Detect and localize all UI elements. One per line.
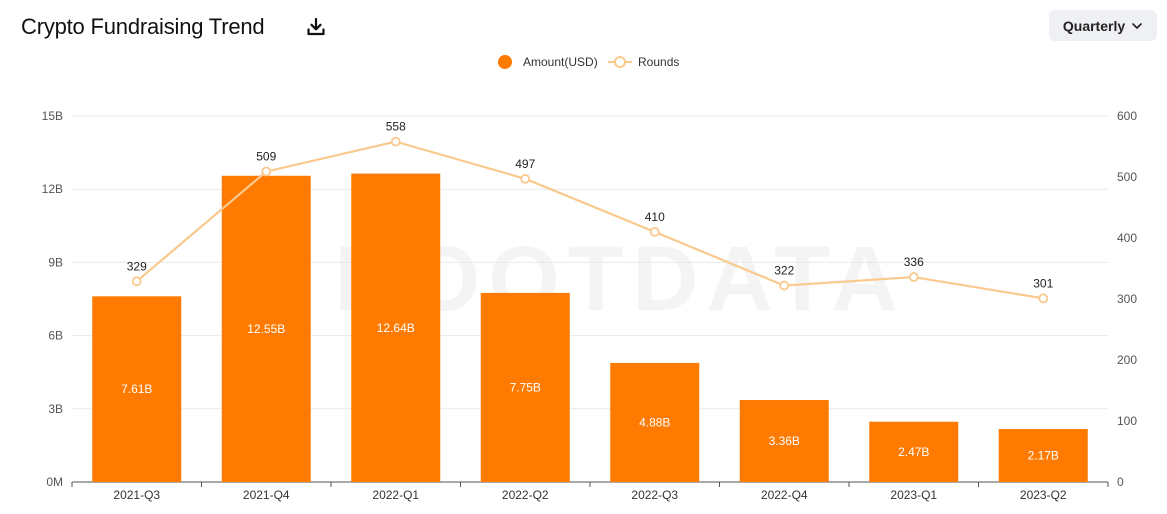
rounds-point-label: 509 (256, 150, 276, 164)
bar-label: 2.17B (1028, 449, 1059, 463)
x-tick-label: 2022-Q2 (502, 488, 549, 502)
chevron-down-icon (1132, 22, 1142, 29)
rounds-point (390, 136, 401, 147)
y-right-tick-label: 100 (1117, 414, 1137, 428)
chart-legend: Amount(USD) Rounds (0, 52, 1167, 72)
x-tick-label: 2022-Q4 (761, 488, 808, 502)
legend-item-amount[interactable]: Amount(USD) (498, 52, 598, 72)
legend-label-rounds: Rounds (638, 55, 680, 69)
rounds-point-label: 336 (904, 255, 924, 269)
bar-label: 2.47B (898, 445, 929, 459)
y-left-tick-label: 9B (48, 255, 63, 269)
bar (998, 429, 1088, 482)
bar-label: 4.88B (639, 415, 670, 429)
rounds-point (131, 276, 142, 287)
period-select-label: Quarterly (1062, 17, 1126, 34)
x-tick-label: 2022-Q1 (372, 488, 419, 502)
y-right-tick-label: 400 (1117, 231, 1137, 245)
rounds-point (1038, 293, 1049, 304)
rounds-line (136, 140, 1044, 300)
chart-title: Crypto Fundraising Trend (21, 14, 265, 39)
bar-label: 7.61B (121, 382, 152, 396)
y-left-tick-label: 6B (48, 329, 63, 343)
y-left-tick-label: 3B (48, 402, 63, 416)
rounds-point-label: 558 (386, 120, 406, 134)
x-tick-label: 2021-Q3 (113, 488, 160, 502)
y-left-tick-label: 0M (46, 475, 63, 489)
y-right-tick-label: 600 (1117, 109, 1137, 123)
x-tick-label: 2023-Q2 (1020, 488, 1067, 502)
legend-line-marker (608, 56, 632, 68)
legend-bar-marker (498, 55, 512, 69)
bar (221, 175, 311, 482)
rounds-point (908, 272, 919, 282)
rounds-point (520, 173, 531, 184)
chart-header: Crypto Fundraising Trend Quarterly (0, 0, 1167, 56)
legend-item-rounds[interactable]: Rounds (608, 52, 679, 72)
rounds-point-label: 410 (645, 210, 665, 224)
y-right-tick-label: 0 (1117, 475, 1124, 489)
y-right-tick-label: 500 (1117, 170, 1137, 184)
y-left-tick-label: 12B (42, 182, 63, 196)
bar (92, 296, 182, 482)
rounds-point-label: 497 (515, 157, 535, 171)
bar-label: 12.64B (377, 321, 415, 335)
rounds-point-label: 301 (1033, 276, 1053, 290)
legend-label-amount: Amount(USD) (523, 55, 598, 69)
y-right-tick-label: 300 (1117, 292, 1137, 306)
rounds-point (261, 166, 272, 177)
period-select[interactable]: Quarterly (1049, 10, 1157, 41)
rounds-point-label: 322 (774, 264, 794, 278)
bar-label: 12.55B (247, 322, 285, 336)
download-icon[interactable] (305, 16, 327, 38)
rounds-point (649, 226, 660, 237)
rounds-point-label: 329 (127, 259, 147, 273)
x-tick-label: 2023-Q1 (890, 488, 937, 502)
bar (739, 400, 829, 482)
bar (351, 173, 441, 483)
y-right-tick-label: 200 (1117, 353, 1137, 367)
x-tick-label: 2021-Q4 (243, 488, 290, 502)
bar (480, 292, 570, 482)
bar (610, 362, 700, 482)
x-tick-label: 2022-Q3 (631, 488, 678, 502)
y-left-tick-label: 15B (42, 109, 63, 123)
bar-label: 7.75B (510, 380, 541, 394)
bar-label: 3.36B (769, 434, 800, 448)
rounds-point (779, 280, 790, 291)
bar (869, 421, 959, 482)
